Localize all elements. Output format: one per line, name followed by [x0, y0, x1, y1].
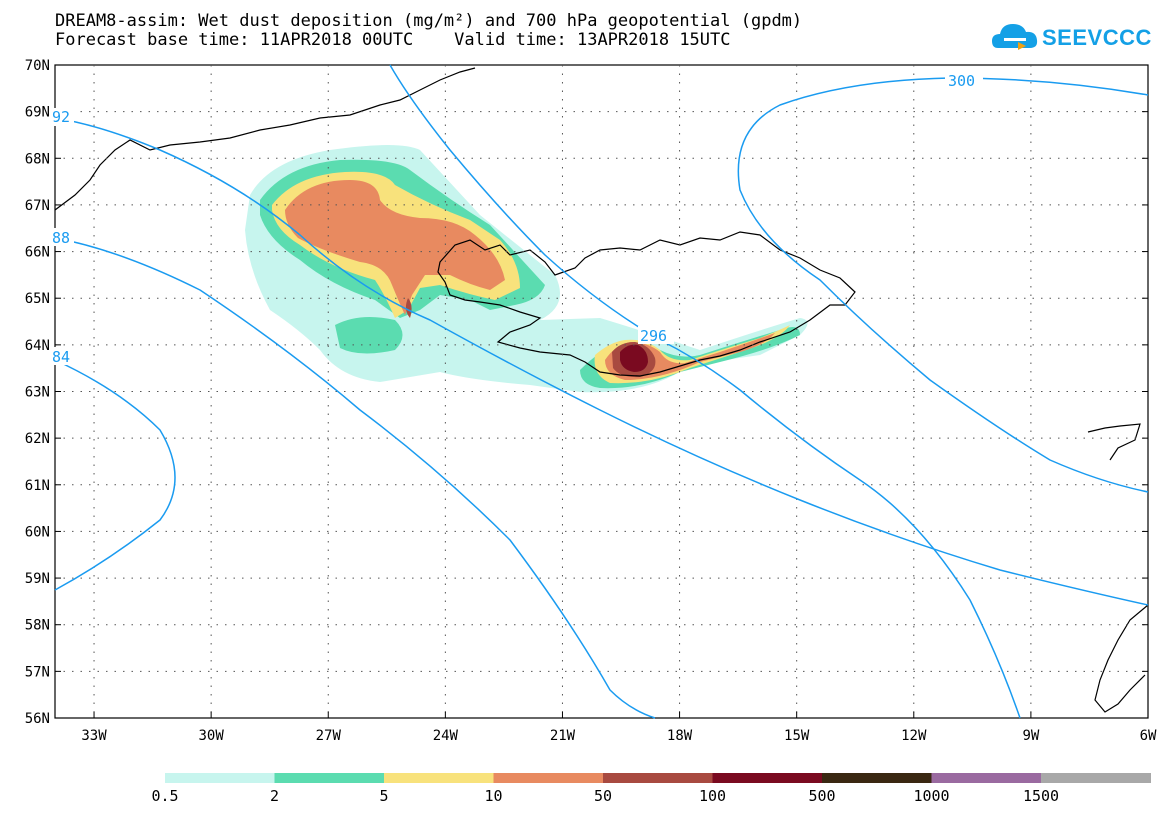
dust-area-100 — [620, 344, 648, 372]
legend-swatch — [384, 773, 494, 783]
lon-label: 33W — [81, 728, 107, 744]
lat-label: 59N — [25, 571, 50, 587]
logo-text: SEEVCCC — [1042, 25, 1152, 50]
color-legend: 0.5 2 5 10 50 100 500 1000 1500 — [151, 773, 1151, 805]
axis-labels: 70N 69N 68N 67N 66N 65N 64N 63N 62N 61N 60N 59N 58N 5… — [25, 58, 1157, 744]
lon-label: 18W — [667, 728, 693, 744]
lat-label: 66N — [25, 245, 50, 261]
lon-label: 9W — [1022, 728, 1039, 744]
legend-label: 0.5 — [151, 787, 178, 805]
lat-label: 65N — [25, 291, 50, 307]
lat-label: 62N — [25, 431, 50, 447]
legend-label: 10 — [484, 787, 502, 805]
lon-label: 27W — [316, 728, 342, 744]
contour-label-84: 84 — [52, 348, 70, 366]
lat-label: 63N — [25, 385, 50, 401]
contour-292 — [54, 117, 1149, 606]
legend-swatch — [165, 773, 275, 783]
iceland-coastline — [437, 231, 856, 377]
contour-label-300: 300 — [948, 72, 975, 90]
legend-label: 5 — [379, 787, 388, 805]
contour-label-92: 92 — [52, 108, 70, 126]
lon-label: 21W — [550, 728, 576, 744]
lat-label: 60N — [25, 524, 50, 540]
legend-label: 2 — [270, 787, 279, 805]
graticule — [54, 64, 1149, 719]
legend-swatch — [712, 773, 823, 783]
legend-swatch — [603, 773, 713, 783]
lat-label: 61N — [25, 478, 50, 494]
legend-swatch — [493, 773, 604, 783]
map-subtitle-times: Forecast base time: 11APR2018 00UTC Vali… — [55, 30, 731, 50]
seevccc-logo: SEEVCCC — [990, 16, 1151, 60]
contour-300 — [737, 77, 1149, 493]
contour-label-296: 296 — [640, 327, 667, 345]
contour-296 — [389, 64, 1021, 719]
dust-deposition-shading — [245, 145, 808, 393]
faroe-islands — [1087, 423, 1141, 461]
greenland-coastline — [54, 67, 476, 211]
lat-label: 70N — [25, 58, 50, 74]
lat-label: 64N — [25, 338, 50, 354]
lon-label: 15W — [784, 728, 810, 744]
lon-label: 30W — [198, 728, 224, 744]
lat-label: 69N — [25, 105, 50, 121]
legend-swatch — [931, 773, 1042, 783]
legend-swatch — [274, 773, 385, 783]
legend-label: 1500 — [1023, 787, 1059, 805]
lon-label: 12W — [901, 728, 927, 744]
lat-label: 68N — [25, 151, 50, 167]
contour-284 — [54, 359, 176, 591]
lat-label: 56N — [25, 711, 50, 727]
contour-label-88: 88 — [52, 229, 70, 247]
cloud-icon — [992, 24, 1038, 50]
lon-label: 24W — [433, 728, 459, 744]
contour-labels: 92 88 84 296 300 — [50, 71, 983, 366]
legend-label: 500 — [808, 787, 835, 805]
scotland-coastline — [1094, 604, 1149, 713]
legend-swatch — [1041, 773, 1151, 783]
lat-label: 67N — [25, 198, 50, 214]
legend-label: 1000 — [913, 787, 949, 805]
geopotential-contours — [54, 64, 1149, 719]
lat-label: 57N — [25, 664, 50, 680]
contour-288 — [54, 237, 656, 719]
dust-area-10 — [285, 180, 775, 380]
legend-label: 50 — [594, 787, 612, 805]
map-title: DREAM8-assim: Wet dust deposition (mg/m²… — [55, 11, 803, 31]
lat-label: 58N — [25, 618, 50, 634]
lon-label: 6W — [1140, 728, 1157, 744]
legend-swatch — [822, 773, 932, 783]
legend-label: 100 — [699, 787, 726, 805]
coastlines — [54, 67, 1149, 713]
